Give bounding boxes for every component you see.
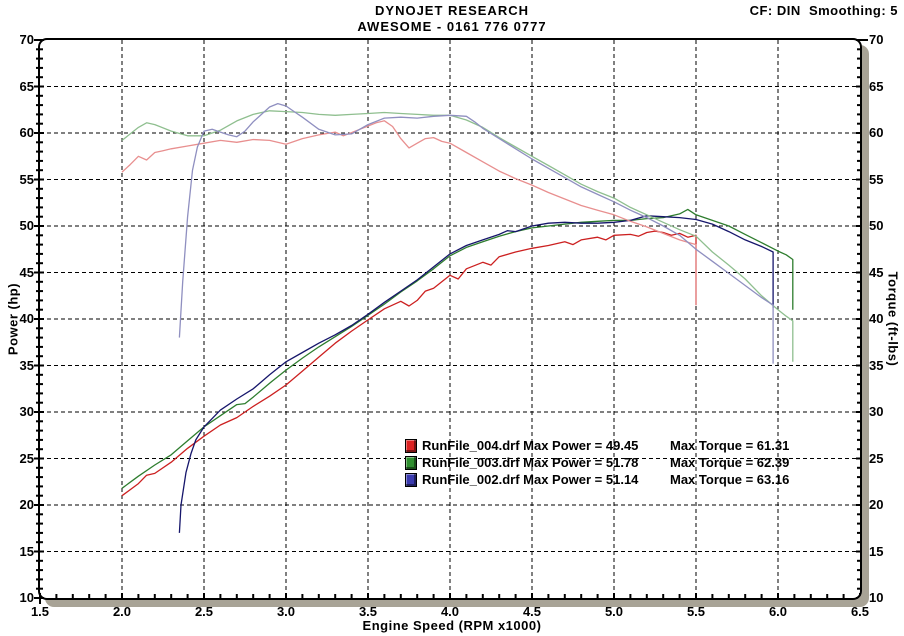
legend-run-power-label: RunFile_002.drf Max Power = 51.14 xyxy=(422,472,639,487)
y-tick-label-left: 20 xyxy=(19,497,34,512)
y-tick-label-right: 20 xyxy=(869,497,884,512)
plot-area xyxy=(34,38,868,604)
legend-torque-label: Max Torque = 61.31 xyxy=(670,438,790,453)
y-tick-label-left: 40 xyxy=(19,311,34,326)
legend-run-power-label: RunFile_004.drf Max Power = 49.45 xyxy=(422,438,639,453)
x-tick-label: 5.0 xyxy=(604,604,624,619)
curve-RunFile_002-power xyxy=(178,215,774,533)
legend-swatch xyxy=(405,472,417,487)
y-tick-label-left: 70 xyxy=(19,32,34,47)
x-tick-label: 5.5 xyxy=(686,604,706,619)
y-tick-label-left: 65 xyxy=(19,78,34,94)
y-tick-label-right: 70 xyxy=(869,32,884,47)
correction-smoothing-label: CF: DIN Smoothing: 5 xyxy=(749,3,898,18)
legend-torque-label: Max Torque = 63.16 xyxy=(670,472,790,487)
curve-RunFile_002-torque xyxy=(178,102,774,364)
y-tick-label-left: 10 xyxy=(19,590,34,605)
curve-RunFile_003-power xyxy=(121,208,794,489)
legend-swatch xyxy=(405,455,417,470)
x-tick-label: 3.5 xyxy=(358,604,378,619)
legend: RunFile_004.drf Max Power = 49.45 Max To… xyxy=(405,437,789,488)
curve-RunFile_003-torque xyxy=(121,110,794,362)
y-tick-label-left: 15 xyxy=(19,543,34,559)
y-tick-label-left: 25 xyxy=(19,450,34,466)
y-tick-label-left: 60 xyxy=(19,125,34,140)
plot-svg xyxy=(34,39,868,604)
y-tick-label-right: 50 xyxy=(869,218,884,233)
y-tick-label-left: 55 xyxy=(19,171,34,187)
legend-run-power-label: RunFile_003.drf Max Power = 51.78 xyxy=(422,455,639,470)
legend-row: RunFile_004.drf Max Power = 49.45 Max To… xyxy=(405,437,789,454)
y-tick-label-right: 30 xyxy=(869,404,884,419)
legend-row: RunFile_002.drf Max Power = 51.14 Max To… xyxy=(405,471,789,488)
x-tick-label: 2.0 xyxy=(112,604,132,619)
x-tick-label: 3.0 xyxy=(276,604,296,619)
y-tick-label-left: 35 xyxy=(19,357,34,373)
y-tick-label-right: 60 xyxy=(869,125,884,140)
y-tick-label-right: 10 xyxy=(869,590,884,605)
x-tick-label: 1.5 xyxy=(30,604,50,619)
y-tick-label-right: 45 xyxy=(869,264,884,280)
x-tick-label: 4.5 xyxy=(522,604,542,619)
legend-row: RunFile_003.drf Max Power = 51.78 Max To… xyxy=(405,454,789,471)
y-tick-label-left: 30 xyxy=(19,404,34,419)
curve-RunFile_004-power xyxy=(121,230,697,497)
legend-swatch xyxy=(405,438,417,453)
x-tick-label: 4.0 xyxy=(440,604,460,619)
page-subtitle: AWESOME - 0161 776 0777 xyxy=(357,19,547,34)
y-tick-label-left: 50 xyxy=(19,218,34,233)
x-tick-label: 6.5 xyxy=(850,604,870,619)
y-tick-label-left: 45 xyxy=(19,264,34,280)
legend-torque-label: Max Torque = 62.39 xyxy=(670,455,790,470)
x-tick-label: 6.0 xyxy=(768,604,788,619)
y-tick-label-right: 55 xyxy=(869,171,884,187)
curve-RunFile_004-torque xyxy=(121,120,697,306)
y-tick-label-right: 25 xyxy=(869,450,884,466)
y-tick-label-right: 15 xyxy=(869,543,884,559)
y-tick-label-right: 35 xyxy=(869,357,884,373)
y-tick-label-right: 40 xyxy=(869,311,884,326)
x-axis-title: Engine Speed (RPM x1000) xyxy=(362,618,542,633)
x-tick-label: 2.5 xyxy=(194,604,214,619)
y-tick-label-right: 65 xyxy=(869,78,884,94)
page-title: DYNOJET RESEARCH xyxy=(375,3,529,18)
